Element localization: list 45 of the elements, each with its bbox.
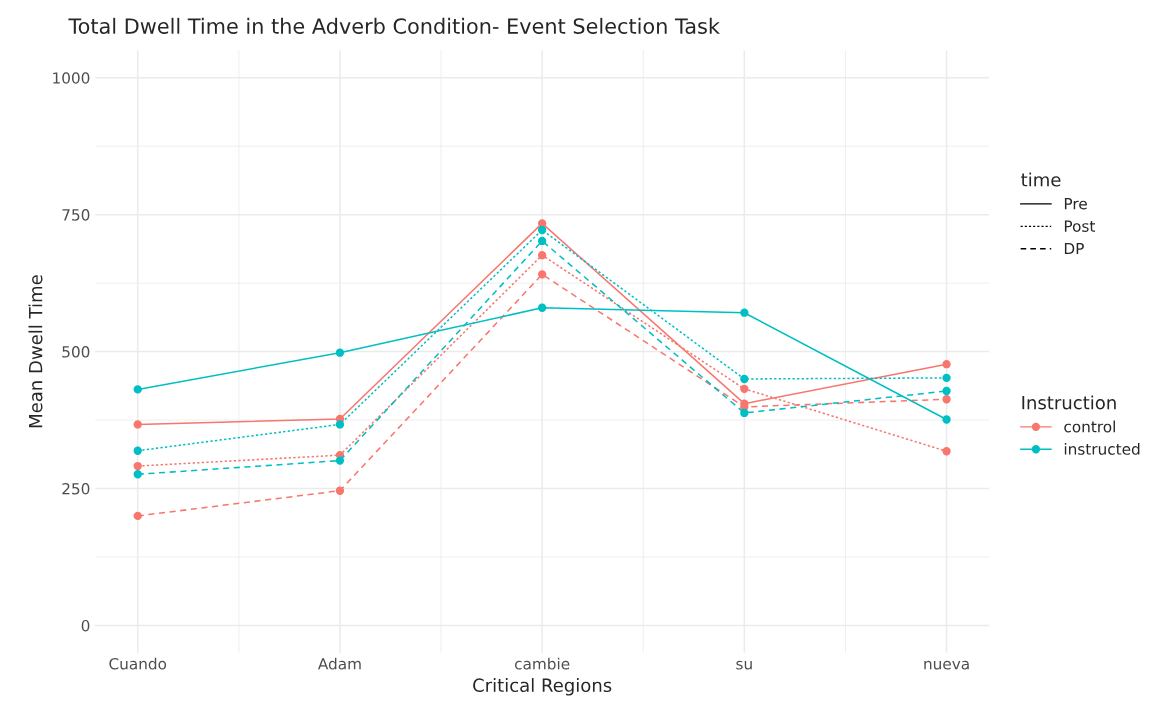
text: Instruction bbox=[1022, 395, 1116, 410]
text: DP bbox=[1064, 242, 1084, 255]
text: Post bbox=[1064, 220, 1096, 232]
point bbox=[133, 420, 142, 429]
point bbox=[942, 415, 951, 424]
point bbox=[942, 386, 951, 396]
point bbox=[133, 385, 142, 394]
point bbox=[335, 348, 345, 357]
text: Pre bbox=[1064, 198, 1087, 210]
point bbox=[942, 447, 951, 456]
x-tick-label: Adam bbox=[317, 657, 361, 670]
point bbox=[942, 395, 951, 404]
x-tick-label: Cuando bbox=[109, 657, 167, 670]
y-tick-label: 0 bbox=[81, 619, 90, 632]
point bbox=[133, 461, 142, 471]
x-tick-label: cambie bbox=[514, 657, 570, 670]
point bbox=[133, 511, 142, 521]
legend-label: instructed bbox=[1064, 443, 1140, 455]
point bbox=[740, 408, 749, 418]
y-tick-label: 1000 bbox=[53, 72, 90, 84]
point bbox=[537, 225, 547, 235]
y-tick-label: 250 bbox=[62, 482, 90, 495]
x-tick-label: nueva bbox=[924, 660, 969, 670]
point bbox=[133, 470, 142, 479]
y-axis-title: Mean Dwell Time bbox=[28, 275, 43, 428]
point bbox=[133, 446, 142, 455]
point bbox=[335, 486, 345, 495]
x-tick-label: su bbox=[736, 660, 752, 670]
chart-title: Total Dwell Time in the Adverb Condition- Event Selection Task bbox=[68, 17, 720, 34]
x-axis-title: Critical Regions bbox=[473, 678, 612, 696]
point bbox=[740, 384, 749, 393]
y-tick-label: 750 bbox=[62, 209, 90, 221]
point bbox=[740, 374, 749, 384]
y-tick-label: 500 bbox=[62, 346, 90, 358]
point bbox=[537, 251, 547, 260]
point bbox=[335, 456, 345, 465]
point bbox=[537, 270, 547, 279]
point bbox=[537, 236, 547, 246]
point bbox=[537, 303, 547, 312]
text: time bbox=[1021, 172, 1061, 187]
point bbox=[335, 420, 345, 429]
legend-label: control bbox=[1064, 420, 1115, 433]
point bbox=[942, 360, 951, 369]
point bbox=[740, 308, 749, 317]
point bbox=[942, 373, 951, 383]
